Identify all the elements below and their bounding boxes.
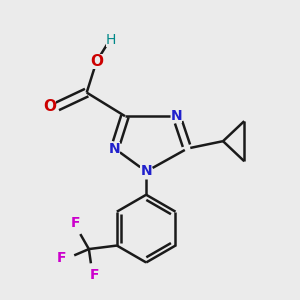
Text: H: H	[106, 33, 116, 47]
Text: N: N	[140, 164, 152, 178]
Text: F: F	[71, 216, 80, 230]
Text: N: N	[171, 109, 182, 123]
Text: F: F	[90, 268, 100, 282]
Text: O: O	[44, 99, 56, 114]
Text: F: F	[57, 251, 67, 265]
Text: O: O	[90, 54, 103, 69]
Text: N: N	[109, 142, 121, 155]
